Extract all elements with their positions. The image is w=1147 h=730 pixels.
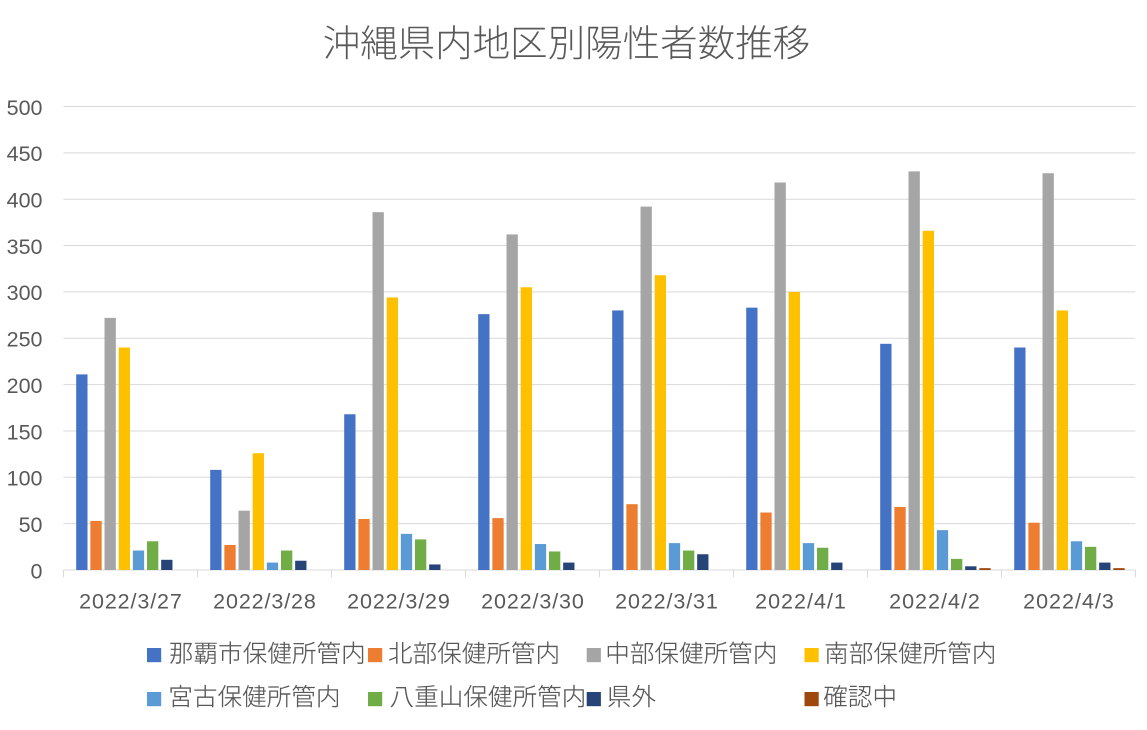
svg-text:50: 50 xyxy=(19,513,43,537)
svg-text:150: 150 xyxy=(7,420,43,444)
svg-text:100: 100 xyxy=(7,467,43,491)
svg-text:2022/4/3: 2022/4/3 xyxy=(1023,590,1114,614)
svg-text:500: 500 xyxy=(7,96,43,120)
svg-text:2022/3/27: 2022/3/27 xyxy=(79,590,182,614)
svg-text:2022/4/2: 2022/4/2 xyxy=(889,590,980,614)
svg-text:0: 0 xyxy=(31,559,43,583)
svg-text:450: 450 xyxy=(7,142,43,166)
svg-text:250: 250 xyxy=(7,328,43,352)
svg-text:2022/3/31: 2022/3/31 xyxy=(615,590,718,614)
svg-text:400: 400 xyxy=(7,189,43,213)
svg-text:2022/3/30: 2022/3/30 xyxy=(481,590,584,614)
svg-text:350: 350 xyxy=(7,235,43,259)
svg-text:2022/4/1: 2022/4/1 xyxy=(755,590,846,614)
svg-text:2022/3/29: 2022/3/29 xyxy=(347,590,450,614)
svg-text:2022/3/28: 2022/3/28 xyxy=(213,590,316,614)
svg-text:200: 200 xyxy=(7,374,43,398)
svg-text:300: 300 xyxy=(7,281,43,305)
